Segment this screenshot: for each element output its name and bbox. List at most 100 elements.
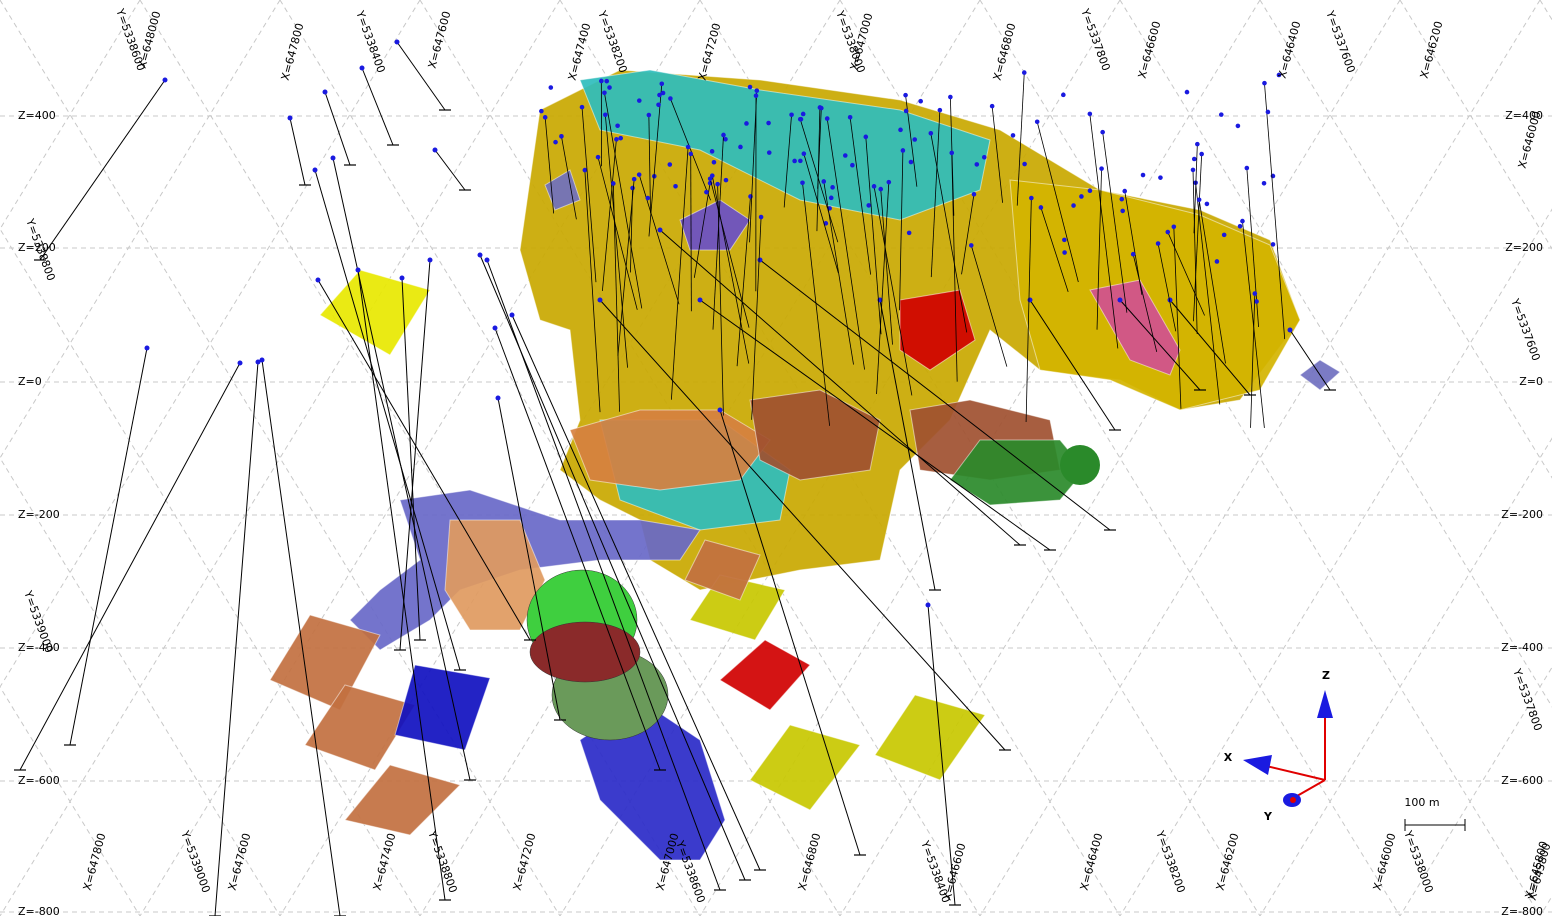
ore-body xyxy=(749,724,861,811)
collar xyxy=(1244,165,1250,171)
grid-label: X=648000 xyxy=(136,10,164,70)
collar xyxy=(800,180,805,186)
collar xyxy=(871,184,877,189)
collar xyxy=(721,132,726,138)
collar xyxy=(989,103,995,109)
drillhole xyxy=(396,41,446,111)
collar xyxy=(1130,251,1136,257)
ore-body xyxy=(679,199,751,251)
drillhole xyxy=(751,217,762,420)
collar xyxy=(1158,175,1163,180)
collar xyxy=(657,92,662,98)
collar xyxy=(974,162,980,167)
grid-diagonal xyxy=(1119,0,1552,708)
grid-diagonal xyxy=(0,228,421,916)
grid-diagonal xyxy=(279,0,841,916)
triad-arrow xyxy=(1243,755,1272,775)
drillhole xyxy=(1167,231,1205,316)
collar xyxy=(484,257,490,263)
grid-label: Y=5338400 xyxy=(353,8,388,74)
drillhole xyxy=(19,362,241,771)
drillhole xyxy=(816,107,821,232)
drillhole xyxy=(1193,144,1198,234)
drillhole xyxy=(1289,329,1331,391)
drillhole xyxy=(561,136,577,220)
grid-diagonal xyxy=(979,0,1541,916)
drillhole xyxy=(648,83,663,237)
collar xyxy=(878,186,884,192)
collar xyxy=(315,277,321,283)
collar xyxy=(645,195,651,201)
collar xyxy=(1287,327,1293,333)
collar xyxy=(603,112,608,118)
grid-label: Y=5338000 xyxy=(1401,828,1436,894)
collar xyxy=(618,135,623,141)
drillhole xyxy=(401,277,421,641)
grid-label: X=646200 xyxy=(1418,20,1446,80)
drillhole xyxy=(486,259,721,891)
collar xyxy=(1010,133,1016,138)
ore-disc xyxy=(1060,445,1100,485)
triad-label: Z xyxy=(1322,669,1330,682)
drillhole xyxy=(638,174,680,305)
collar xyxy=(1027,297,1033,303)
collar xyxy=(667,162,673,167)
drillhole xyxy=(1016,72,1025,206)
collar xyxy=(948,94,953,100)
collar xyxy=(704,189,709,195)
collar xyxy=(1029,195,1034,201)
grid-label: X=646800 xyxy=(796,832,824,892)
collar xyxy=(697,297,703,303)
grid-label: X=647600 xyxy=(426,10,454,70)
triad-label: Y xyxy=(1263,810,1273,823)
drillhole xyxy=(69,347,148,746)
z-label: Z=-400 xyxy=(1501,641,1543,654)
collar xyxy=(255,359,261,365)
collar xyxy=(800,111,806,117)
collar xyxy=(355,267,361,273)
collar xyxy=(237,360,243,366)
collar xyxy=(1270,242,1276,247)
drillhole xyxy=(1036,121,1079,283)
collar xyxy=(866,203,872,208)
drillhole xyxy=(865,136,882,335)
collar xyxy=(394,39,400,45)
collar xyxy=(542,115,548,120)
collar xyxy=(1100,129,1105,135)
grid-diagonal xyxy=(0,0,421,688)
collar xyxy=(928,130,934,136)
drillhole xyxy=(497,397,561,721)
drillhole xyxy=(799,119,839,243)
collar xyxy=(614,137,619,142)
collar xyxy=(723,136,728,142)
collar xyxy=(1240,218,1245,224)
drillhole xyxy=(1029,299,1116,431)
collar xyxy=(1099,166,1104,171)
z-label: Z=0 xyxy=(18,375,42,388)
collar xyxy=(312,167,318,173)
collar xyxy=(1062,237,1067,243)
grid-label: X=646400 xyxy=(1078,832,1106,892)
drillhole xyxy=(670,98,711,201)
triad-axis xyxy=(1261,764,1326,781)
drillhole xyxy=(289,117,306,186)
collar xyxy=(1237,223,1243,229)
collar xyxy=(1235,123,1241,129)
grid-diagonal xyxy=(559,0,1121,916)
collar xyxy=(322,89,328,95)
drillhole xyxy=(802,182,831,426)
collar xyxy=(707,176,713,182)
drillhole xyxy=(361,67,394,146)
grid-label: Y=5338800 xyxy=(425,828,460,894)
drillhole xyxy=(961,194,975,275)
collar xyxy=(753,93,759,99)
collar xyxy=(766,150,772,155)
collar xyxy=(1191,156,1197,162)
grid-diagonal xyxy=(0,686,141,916)
drillhole xyxy=(324,91,351,166)
scale-label: 100 m xyxy=(1404,796,1439,809)
collar xyxy=(1087,188,1093,194)
ore-body xyxy=(719,639,811,711)
collar xyxy=(1254,299,1259,304)
